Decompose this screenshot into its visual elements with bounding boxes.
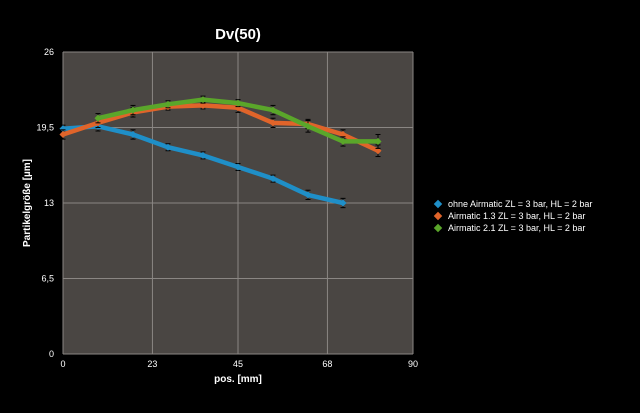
data-point <box>339 199 347 207</box>
legend-item: Airmatic 2.1 ZL = 3 bar, HL = 2 bar <box>433 223 585 233</box>
tick-labels: 0 23 45 68 90 0 6,5 13 19,5 26 <box>36 47 418 369</box>
series-line <box>60 103 381 153</box>
data-point <box>269 119 277 127</box>
chart-title: Dv(50) <box>215 26 261 43</box>
data-point <box>234 99 242 107</box>
data-point <box>94 114 102 122</box>
series-layer <box>59 95 382 209</box>
x-tick-label: 23 <box>147 359 157 369</box>
data-point <box>234 104 242 112</box>
legend-marker <box>433 223 443 233</box>
data-point <box>59 130 67 139</box>
data-point <box>129 130 137 139</box>
x-tick-label: 90 <box>408 359 418 369</box>
data-point <box>339 137 347 145</box>
data-point <box>374 137 382 145</box>
data-point <box>304 191 312 199</box>
data-point <box>234 163 242 171</box>
data-point <box>199 96 207 104</box>
data-point <box>269 106 277 114</box>
y-tick-label: 0 <box>49 349 54 359</box>
data-point <box>339 130 347 139</box>
data-point <box>304 122 312 130</box>
y-tick-label: 13 <box>44 198 54 208</box>
legend-label: Airmatic 1.3 ZL = 3 bar, HL = 2 bar <box>448 211 585 221</box>
data-point <box>59 125 67 133</box>
data-point <box>164 143 172 151</box>
series-3 <box>94 95 382 149</box>
gridlines <box>62 51 414 355</box>
x-tick-label: 45 <box>233 359 243 369</box>
y-axis-title: Partikelgröße [µm] <box>22 159 33 247</box>
data-point <box>129 106 137 114</box>
data-point <box>269 175 277 183</box>
y-tick-label: 19,5 <box>36 123 54 133</box>
data-point <box>374 147 382 155</box>
data-point <box>199 151 207 159</box>
y-tick-label: 26 <box>44 47 54 57</box>
x-tick-label: 68 <box>322 359 332 369</box>
legend-marker <box>433 211 443 221</box>
legend-label: Airmatic 2.1 ZL = 3 bar, HL = 2 bar <box>448 223 585 233</box>
legend-item: ohne Airmatic ZL = 3 bar, HL = 2 bar <box>433 199 592 209</box>
x-tick-label: 0 <box>60 359 65 369</box>
data-point <box>199 101 207 109</box>
data-point <box>164 100 172 108</box>
y-tick-label: 6,5 <box>41 274 54 284</box>
legend: ohne Airmatic ZL = 3 bar, HL = 2 bar Airm… <box>433 199 592 233</box>
x-axis-title: pos. [mm] <box>214 374 262 385</box>
legend-marker <box>433 199 443 209</box>
legend-item: Airmatic 1.3 ZL = 3 bar, HL = 2 bar <box>433 211 585 221</box>
legend-label: ohne Airmatic ZL = 3 bar, HL = 2 bar <box>448 199 592 209</box>
